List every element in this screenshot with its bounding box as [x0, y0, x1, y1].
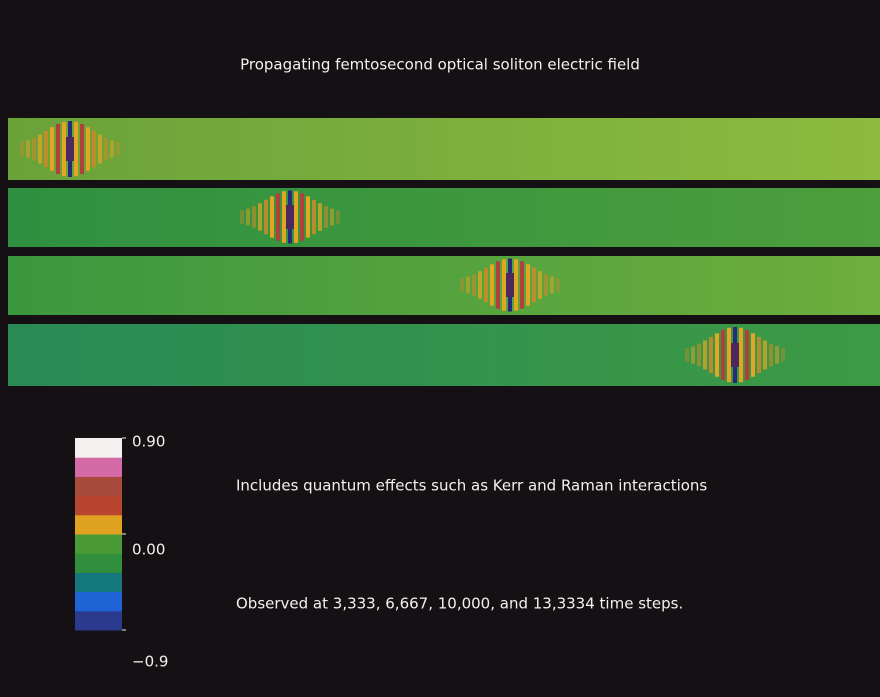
colorbar-tick-label: 0.00	[132, 541, 165, 559]
pulse-fringe	[74, 122, 78, 176]
pulse-fringe	[336, 210, 340, 223]
strip	[8, 118, 880, 180]
pulse-fringe	[532, 268, 536, 302]
pulse-fringe	[514, 259, 518, 311]
colorbar-band	[75, 592, 122, 612]
pulse-fringe	[490, 264, 494, 305]
pulse-fringe	[44, 131, 48, 167]
colorbar-band	[75, 515, 122, 535]
pulse-fringe	[80, 124, 84, 174]
pulse-fringe	[478, 271, 482, 299]
pulse-fringe	[240, 210, 244, 223]
pulse-fringe	[56, 124, 60, 174]
pulse-fringe	[727, 328, 731, 382]
pulse-fringe	[544, 274, 548, 296]
pulse-fringe	[246, 209, 250, 226]
pulse-fringe	[781, 348, 785, 362]
colorbar-tick-label: 0.90	[132, 433, 165, 451]
pulse-fringe	[318, 203, 322, 231]
pulse-fringe	[92, 131, 96, 167]
strip	[8, 188, 880, 247]
field-strips	[8, 118, 880, 386]
pulse-fringe	[484, 268, 488, 302]
note: Includes quantum effects such as Kerr an…	[236, 477, 707, 495]
pulse-fringe	[550, 277, 554, 294]
colorbar-band	[75, 553, 122, 573]
pulse-core	[731, 343, 739, 367]
pulse-fringe	[502, 259, 506, 311]
pulse-fringe	[775, 346, 779, 363]
pulse-fringe	[270, 196, 274, 237]
pulse-fringe	[32, 138, 36, 160]
pulse-fringe	[751, 333, 755, 377]
pulse-fringe	[526, 264, 530, 305]
note: Observed at 3,333, 6,667, 10,000, and 13…	[236, 595, 683, 613]
pulse-fringe	[50, 127, 54, 171]
title: Propagating femtosecond optical soliton …	[240, 56, 640, 74]
colorbar-band	[75, 438, 122, 458]
pulse-fringe	[538, 271, 542, 299]
pulse-fringe	[739, 328, 743, 382]
pulse-fringe	[769, 344, 773, 366]
pulse-fringe	[98, 135, 102, 164]
pulse-fringe	[20, 142, 24, 156]
pulse-fringe	[300, 193, 304, 240]
pulse-fringe	[715, 333, 719, 377]
strip	[8, 256, 880, 315]
pulse-core	[286, 205, 294, 229]
pulse-fringe	[282, 191, 286, 243]
pulse-fringe	[757, 337, 761, 373]
pulse-fringe	[520, 261, 524, 308]
pulse-fringe	[685, 348, 689, 362]
pulse-core	[506, 273, 514, 297]
pulse-fringe	[763, 341, 767, 370]
pulse-fringe	[252, 206, 256, 228]
pulse-fringe	[104, 138, 108, 160]
pulse-fringe	[86, 127, 90, 171]
colorbar-band	[75, 534, 122, 554]
pulse-fringe	[258, 203, 262, 231]
pulse-fringe	[472, 274, 476, 296]
pulse-fringe	[294, 191, 298, 243]
pulse-fringe	[26, 140, 30, 157]
pulse-fringe	[324, 206, 328, 228]
pulse-fringe	[721, 330, 725, 380]
figure: Propagating femtosecond optical soliton …	[0, 0, 880, 693]
colorbar-band	[75, 572, 122, 592]
pulse-fringe	[709, 337, 713, 373]
pulse-fringe	[62, 122, 66, 176]
colorbar: 0.90 0.00 −0.9	[75, 433, 168, 671]
page: {"title": "Propagating femtosecond optic…	[0, 0, 880, 693]
pulse-fringe	[703, 341, 707, 370]
colorbar-band	[75, 476, 122, 496]
pulse-fringe	[38, 135, 42, 164]
pulse-fringe	[312, 200, 316, 234]
strip	[8, 324, 880, 386]
colorbar-band	[75, 496, 122, 516]
pulse-fringe	[496, 261, 500, 308]
pulse-fringe	[264, 200, 268, 234]
colorbar-band	[75, 457, 122, 477]
pulse-fringe	[330, 209, 334, 226]
pulse-fringe	[276, 193, 280, 240]
pulse-fringe	[460, 278, 464, 291]
pulse-fringe	[110, 140, 114, 157]
pulse-fringe	[116, 142, 120, 156]
pulse-fringe	[697, 344, 701, 366]
pulse-fringe	[745, 330, 749, 380]
pulse-core	[66, 137, 74, 161]
pulse-fringe	[306, 196, 310, 237]
pulse-fringe	[466, 277, 470, 294]
pulse-fringe	[556, 278, 560, 291]
colorbar-band	[75, 611, 122, 631]
colorbar-tick-label: −0.9	[132, 653, 168, 671]
pulse-fringe	[691, 346, 695, 363]
